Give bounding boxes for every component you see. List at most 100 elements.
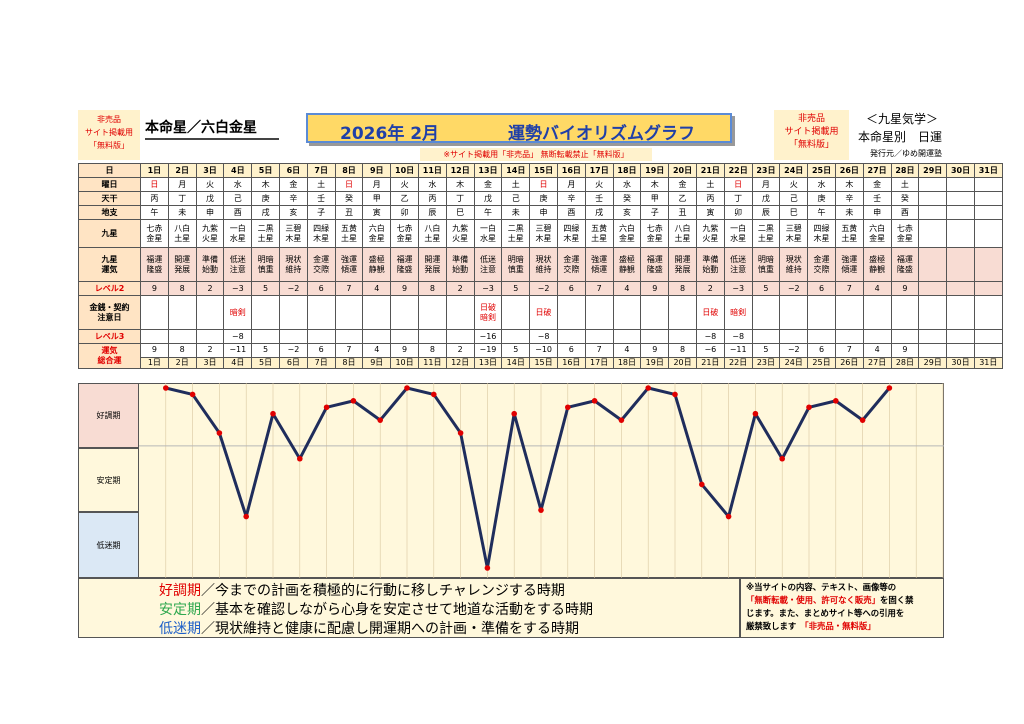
table-cell: 8: [668, 281, 697, 296]
table-cell: 7: [834, 281, 864, 296]
table-cell: 日: [529, 177, 558, 192]
table-cell: [612, 295, 642, 330]
total-day: 17日: [586, 356, 613, 368]
table-cell: 9 1日: [140, 343, 169, 369]
table-cell: 9日: [362, 163, 392, 178]
cell-line: 一白: [479, 223, 496, 233]
cell-line: 交際: [813, 264, 830, 274]
table-cell: 5日: [251, 163, 280, 178]
table-cell: 木: [445, 177, 475, 192]
table-cell: 木: [640, 177, 670, 192]
table-cell: 辰: [417, 205, 447, 220]
table-cell: 壬: [306, 191, 336, 206]
table-cell: 低迷 注意: [223, 247, 253, 282]
total-day: 1日: [141, 356, 168, 368]
data-point: [243, 513, 249, 520]
legend-low-label: 低迷期: [159, 621, 201, 637]
cell-line: 土星: [841, 233, 858, 243]
table-cell: 31日: [973, 163, 1003, 178]
table-cell: 30日: [946, 163, 975, 178]
table-cell: 卯: [390, 205, 419, 220]
table-cell: 三碧 木星: [278, 219, 308, 248]
table-cell: 22日: [723, 163, 753, 178]
table-cell: 盛極 静観: [612, 247, 642, 282]
table-cell: 四緑 木星: [556, 219, 586, 248]
table-cell: [612, 329, 642, 344]
data-point: [618, 417, 625, 423]
zone-good: 好調期: [78, 383, 139, 448]
total-day: 20日: [669, 356, 696, 368]
table-cell: 金運 交際: [306, 247, 336, 282]
cell-line: 発展: [174, 264, 191, 274]
table-cell: 盛極 静観: [362, 247, 392, 282]
cell-line: 傾運: [841, 264, 858, 274]
table-cell: 2 12日: [445, 343, 475, 369]
table-cell: 強運 傾運: [834, 247, 864, 282]
data-point: [457, 430, 464, 436]
cell-line: 現状: [535, 254, 552, 264]
title-banner: 2026年 2月 運勢バイオリズムグラフ: [306, 113, 732, 144]
table-cell: 盛極 静観: [862, 247, 892, 282]
data-point: [806, 404, 812, 411]
table-cell: 日破: [529, 295, 558, 330]
table-cell: [834, 329, 864, 344]
table-cell: 23日: [751, 163, 781, 178]
table-cell: 火: [195, 177, 225, 192]
table-row: 運気 総合運 9 1日 8 2日 2 3日 −11 4日 5 5日 −2 6日 6 7日 7 8日 4 9日 9 10日 8…: [78, 343, 1003, 369]
footnote-line3: じます。また、まとめサイト等への引用を: [746, 608, 905, 618]
table-cell: 18日: [612, 163, 642, 178]
table-cell: 20日: [668, 163, 697, 178]
cell-line: 火星: [452, 233, 469, 243]
table-cell: 6 25日: [807, 343, 836, 369]
table-cell: [973, 295, 1003, 330]
total-day: 31日: [975, 356, 1002, 368]
cell-line: 金星: [396, 233, 413, 243]
cell-line: 低迷: [730, 254, 747, 264]
table-cell: 2: [195, 281, 225, 296]
total-value: 5: [763, 344, 769, 354]
brand: ＜九星気学＞: [866, 112, 939, 126]
total-value: 8: [179, 344, 185, 354]
table-cell: 福運 隆盛: [640, 247, 670, 282]
total-day: 26日: [836, 356, 863, 368]
table-cell: 辛: [278, 191, 308, 206]
total-day: 29日: [919, 356, 946, 368]
table-row: 日 1日 2日 3日 4日 5日 6日 7日 8日 9日 10日 11日 12日 13日 14日 15日 16日…: [78, 163, 1003, 178]
footnote-line4: 厳禁致します 「非売品・無料版」: [746, 620, 943, 633]
table-cell: −3: [473, 281, 503, 296]
cell-line: 日破: [479, 302, 496, 312]
table-cell: [946, 247, 975, 282]
table-cell: 6: [306, 281, 336, 296]
cell-line: 金星: [146, 233, 163, 243]
table-cell: 五黄 土星: [334, 219, 364, 248]
table-cell: [668, 295, 697, 330]
table-cell: 庚: [529, 191, 558, 206]
table-cell: 11日: [417, 163, 447, 178]
table-cell: −2: [278, 281, 308, 296]
table-cell: 五黄 土星: [584, 219, 614, 248]
table-cell: 強運 傾運: [584, 247, 614, 282]
table-cell: 現状 維持: [779, 247, 809, 282]
table-cell: 6日: [278, 163, 308, 178]
cell-line: 八白: [174, 223, 191, 233]
table-cell: 6: [556, 281, 586, 296]
table-cell: 丑: [334, 205, 364, 220]
table-cell: 一白 水星: [473, 219, 503, 248]
cell-line: 福運: [896, 254, 913, 264]
table-cell: 寅: [695, 205, 725, 220]
table-cell: 木: [834, 177, 864, 192]
cell-line: 九紫: [201, 223, 218, 233]
legend-stable-text: ／基本を確認しながら心身を安定させて地道な活動をする時期: [201, 602, 593, 618]
zone-low-label: 低迷期: [96, 540, 121, 550]
table-cell: 6: [807, 281, 836, 296]
nfs-line: サイト掲載用: [85, 128, 133, 137]
table-cell: 一白 水星: [723, 219, 753, 248]
table-cell: [946, 205, 975, 220]
cell-line: 静観: [618, 264, 635, 274]
table-cell: 月: [556, 177, 586, 192]
table-cell: 8 20日: [668, 343, 697, 369]
table-cell: 乙: [390, 191, 419, 206]
table-cell: 8: [417, 281, 447, 296]
total-day: 4日: [224, 356, 251, 368]
table-cell: [918, 191, 948, 206]
